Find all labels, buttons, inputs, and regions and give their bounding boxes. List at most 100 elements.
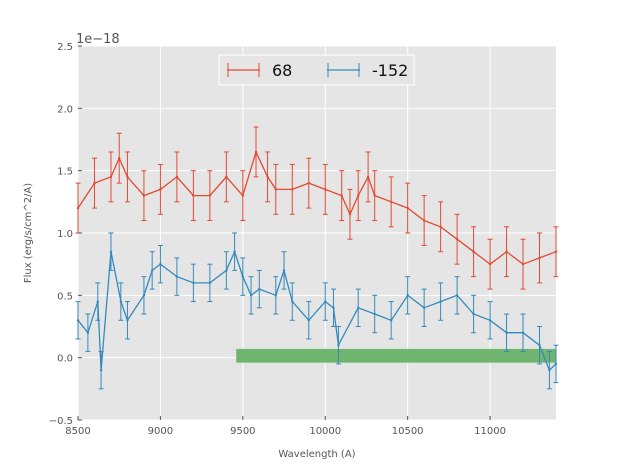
errorbar-1-1 xyxy=(85,313,91,352)
x-tick-label-0: 8500 xyxy=(65,426,90,437)
errorbar-1-10 xyxy=(174,257,180,296)
data-point xyxy=(76,319,80,322)
errorbar-1-24 xyxy=(335,326,341,365)
data-point xyxy=(357,194,360,197)
data-point xyxy=(119,300,123,303)
x-tick-label-5: 11000 xyxy=(474,426,506,437)
errorbar-0-30 xyxy=(504,226,510,278)
data-point xyxy=(76,206,80,210)
data-point xyxy=(291,188,294,191)
errorbar-0-26 xyxy=(438,201,444,253)
data-point xyxy=(455,294,459,297)
legend: 68 -152 xyxy=(218,54,415,86)
data-point xyxy=(348,213,352,216)
x-tick-label-2: 9500 xyxy=(230,426,255,437)
data-point xyxy=(241,194,245,197)
data-point xyxy=(488,262,492,266)
data-point xyxy=(439,300,442,303)
data-point xyxy=(521,331,525,334)
data-point xyxy=(175,175,179,179)
data-point xyxy=(96,300,99,303)
legend-label-68: 68 xyxy=(272,61,292,80)
y-offset-text: 1e−18 xyxy=(76,32,120,47)
y-tick-label-3: 1.0 xyxy=(57,229,73,240)
errorbar-0-9 xyxy=(207,170,213,222)
data-point xyxy=(340,194,343,197)
data-point xyxy=(324,188,327,191)
data-point xyxy=(455,238,459,241)
errorbar-0-6 xyxy=(157,163,163,215)
errorbar-0-17 xyxy=(322,163,328,215)
data-point xyxy=(389,200,393,204)
x-axis-label: Wavelength (A) xyxy=(278,449,355,460)
errorbar-1-2 xyxy=(95,282,101,321)
legend-label-minus-152: -152 xyxy=(372,61,408,80)
errorbar-0-18 xyxy=(339,170,345,222)
errorbar-0-2 xyxy=(108,151,114,203)
errorbar-0-11 xyxy=(240,170,246,222)
y-tick-label-0: −0.5 xyxy=(49,416,73,427)
errorbar-0-1 xyxy=(91,157,97,209)
data-point xyxy=(548,368,551,372)
data-point xyxy=(208,281,212,285)
errorbar-1-15 xyxy=(240,257,246,296)
errorbar-1-33 xyxy=(487,301,493,340)
data-point xyxy=(538,256,541,260)
errorbar-1-9 xyxy=(157,244,163,284)
data-point xyxy=(291,300,294,303)
errorbar-1-32 xyxy=(471,294,477,334)
errorbar-0-10 xyxy=(223,151,229,203)
data-point xyxy=(324,300,327,303)
data-point xyxy=(241,275,245,278)
errorbar-1-27 xyxy=(388,301,394,340)
errorbar-0-21 xyxy=(365,151,371,203)
errorbar-1-35 xyxy=(520,313,526,352)
errorbar-1-38 xyxy=(553,344,559,384)
x-tick-label-3: 10000 xyxy=(309,426,341,437)
errorbar-1-17 xyxy=(256,269,262,309)
errorbar-1-5 xyxy=(118,282,124,321)
errorbar-1-29 xyxy=(421,288,427,327)
errorbar-0-31 xyxy=(520,238,526,290)
data-point xyxy=(93,181,96,185)
y-tick-label-1: 0.0 xyxy=(57,354,73,365)
errorbar-1-37 xyxy=(546,350,552,390)
y-axis-label: Flux (erg/s/cm^2/A) xyxy=(23,183,34,283)
errorbar-1-16 xyxy=(248,276,254,315)
data-point xyxy=(142,194,146,197)
grid xyxy=(77,45,556,421)
x-tick-label-1: 9000 xyxy=(148,426,173,437)
data-point xyxy=(337,344,340,347)
data-point xyxy=(505,331,508,334)
data-point xyxy=(373,312,376,316)
data-point xyxy=(118,157,121,160)
data-point xyxy=(406,206,409,210)
data-point xyxy=(307,319,310,322)
data-point xyxy=(554,250,558,253)
data-point xyxy=(192,194,195,197)
errorbar-1-13 xyxy=(223,251,229,290)
y-tick-label-6: 2.5 xyxy=(57,42,73,53)
series-0 xyxy=(75,126,559,290)
data-point xyxy=(389,319,393,322)
data-point xyxy=(274,294,277,297)
errorbar-1-12 xyxy=(207,263,213,303)
data-point xyxy=(307,181,310,185)
data-point xyxy=(406,294,409,297)
data-point xyxy=(554,362,558,366)
data-point xyxy=(282,269,286,272)
data-point xyxy=(159,262,162,266)
data-point xyxy=(439,225,442,228)
y-tick-label-4: 1.5 xyxy=(57,167,73,178)
errorbar-0-28 xyxy=(471,226,477,278)
legend-entry-68: 68 xyxy=(227,61,292,80)
errorbar-1-31 xyxy=(454,276,460,315)
data-point xyxy=(422,219,426,222)
data-point xyxy=(175,275,179,278)
errorbar-0-14 xyxy=(273,163,279,215)
data-point xyxy=(142,294,146,297)
data-point xyxy=(109,250,113,253)
data-point xyxy=(99,368,103,372)
errorbar-0-24 xyxy=(405,182,411,234)
errorbar-0-22 xyxy=(372,170,378,222)
